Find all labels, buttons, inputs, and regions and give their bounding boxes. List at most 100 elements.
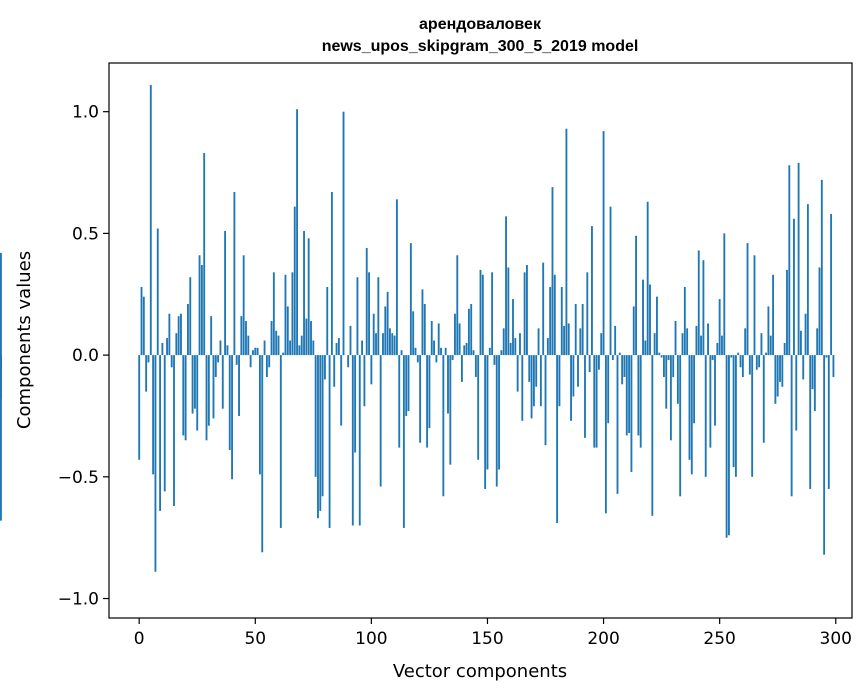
bar-123 <box>423 303 426 356</box>
bar-137 <box>456 255 459 356</box>
bar-257 <box>734 355 737 477</box>
bar-30 <box>207 355 210 426</box>
bar-135 <box>451 355 454 360</box>
bar-35 <box>219 340 222 356</box>
bar-4 <box>147 355 150 363</box>
bar-265 <box>753 255 756 356</box>
bar-85 <box>335 342 338 356</box>
bar-91 <box>349 325 352 356</box>
bar-136 <box>454 313 456 356</box>
bar-131 <box>442 355 445 497</box>
bar-230 <box>672 355 675 378</box>
bar-41 <box>233 192 236 356</box>
bar-200 <box>602 131 605 356</box>
bar-70 <box>300 335 303 356</box>
bar-255 <box>730 355 733 358</box>
x-tick-label: 200 <box>587 629 619 649</box>
y-axis-label: Components values <box>14 251 35 429</box>
bar-191 <box>581 303 584 356</box>
bar-188 <box>574 303 577 356</box>
bar-217 <box>642 279 644 356</box>
y-tick-label: −1.0 <box>58 590 99 610</box>
bar-224 <box>658 352 661 356</box>
bar-287 <box>804 313 807 356</box>
bar-120 <box>416 355 419 363</box>
bar-42 <box>235 355 238 365</box>
bar-246 <box>709 355 712 448</box>
bar-151 <box>488 347 491 356</box>
bar-297 <box>827 355 830 489</box>
bar-159 <box>507 267 510 356</box>
bar-190 <box>579 328 582 356</box>
bar-2 <box>142 296 145 356</box>
bar-12 <box>166 338 168 356</box>
bar-48 <box>249 355 252 368</box>
bar-173 <box>539 355 542 407</box>
bar-5 <box>149 84 152 356</box>
bar-237 <box>688 355 691 460</box>
bar-45 <box>242 255 245 356</box>
bar-180 <box>556 355 559 524</box>
bar-290 <box>811 355 814 390</box>
bar-144 <box>472 350 475 356</box>
bar-112 <box>398 355 401 448</box>
bar-44 <box>240 316 243 356</box>
bar-169 <box>530 355 533 419</box>
bar-249 <box>716 342 719 356</box>
bar-150 <box>486 355 489 470</box>
bar-186 <box>570 355 572 421</box>
bar-104 <box>379 355 382 487</box>
bar-74 <box>310 321 312 356</box>
bar-293 <box>818 267 821 356</box>
bar-71 <box>303 230 305 356</box>
bar-109 <box>391 333 394 356</box>
bar-43 <box>238 355 240 416</box>
bar-101 <box>372 313 375 356</box>
bar-260 <box>741 355 744 378</box>
bar-76 <box>314 355 317 477</box>
bar-63 <box>284 274 287 356</box>
bar-58 <box>272 272 275 356</box>
bar-216 <box>639 355 642 448</box>
bar-17 <box>177 316 180 356</box>
bar-276 <box>779 355 781 382</box>
bar-111 <box>395 199 398 356</box>
bar-250 <box>718 299 721 356</box>
bar-243 <box>702 260 705 356</box>
bar-138 <box>458 323 461 356</box>
bar-62 <box>282 352 285 356</box>
bar-158 <box>505 216 507 356</box>
bar-161 <box>512 299 514 356</box>
bar-15 <box>173 355 175 507</box>
bar-73 <box>307 238 310 356</box>
bar-72 <box>305 318 308 356</box>
bar-110 <box>393 335 396 356</box>
bar-121 <box>419 355 422 443</box>
bar-247 <box>711 355 714 360</box>
bar-0 <box>138 355 141 460</box>
bar-271 <box>767 306 770 356</box>
bar-262 <box>746 243 749 356</box>
bar-288 <box>806 204 809 356</box>
bar-235 <box>683 286 686 356</box>
bar-280 <box>788 165 791 356</box>
bar-49 <box>252 350 254 356</box>
bar-54 <box>263 340 266 356</box>
bar-14 <box>170 355 173 368</box>
bar-142 <box>467 308 470 356</box>
bar-220 <box>649 284 651 356</box>
bar-98 <box>365 248 368 356</box>
bar-75 <box>312 340 315 356</box>
bar-57 <box>270 321 273 356</box>
bar-261 <box>744 328 747 356</box>
bar-18 <box>180 313 182 356</box>
bar-69 <box>298 345 301 356</box>
bar-253 <box>725 355 728 538</box>
bar-156 <box>500 350 503 356</box>
bar-66 <box>291 272 294 356</box>
bar-3 <box>145 355 148 392</box>
bar-195 <box>591 226 593 356</box>
bar-106 <box>384 306 387 356</box>
bar-219 <box>646 201 649 356</box>
bar-56 <box>268 355 271 368</box>
